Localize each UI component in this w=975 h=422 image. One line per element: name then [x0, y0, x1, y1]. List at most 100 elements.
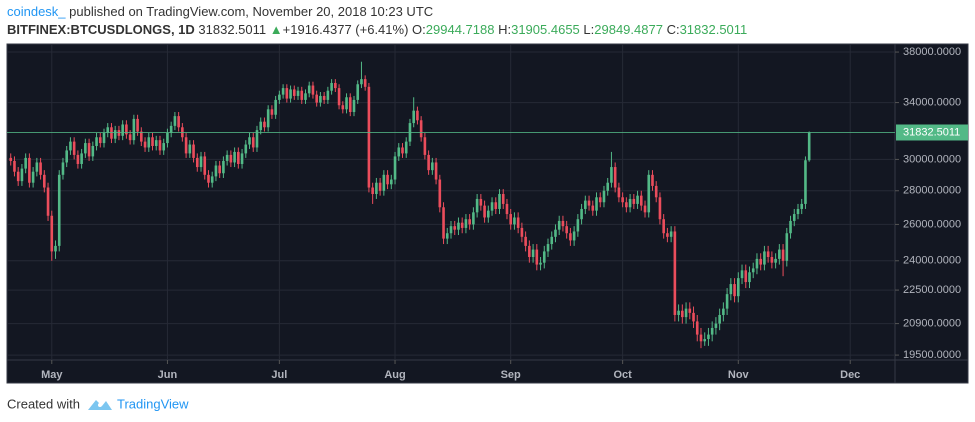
candle-body [789, 220, 792, 234]
plot [7, 44, 895, 360]
candle-body [16, 171, 20, 182]
candle-body [804, 160, 807, 204]
header-line: coindesk_ published on TradingView.com, … [7, 4, 433, 19]
candle-body [483, 205, 486, 218]
candle-body [479, 198, 483, 206]
brand[interactable]: TradingView [117, 396, 189, 411]
l-value: 29849.4877 [594, 22, 663, 37]
candle-body [763, 251, 766, 265]
candle-body [617, 187, 621, 198]
last-price-box [896, 124, 968, 141]
candle-body [382, 174, 386, 191]
candle-body [442, 207, 445, 239]
candle-body [501, 194, 505, 204]
candle-body [80, 153, 83, 164]
candle-body [162, 143, 166, 151]
candle-body [225, 154, 229, 161]
candle-body [632, 198, 636, 204]
h-label: H: [498, 22, 512, 37]
candle-body [319, 95, 322, 103]
candle-body [472, 212, 475, 225]
candle-body [516, 217, 520, 228]
candle-body [222, 160, 225, 174]
l-label: L: [583, 22, 595, 37]
candle-body [498, 194, 501, 209]
candle-body [352, 99, 356, 113]
y-tick-label: 26000.0000 [903, 218, 961, 230]
candle-body [643, 205, 647, 213]
candle-body [166, 132, 169, 144]
candle-body [494, 202, 498, 209]
candle-body [647, 174, 651, 213]
candle-body [602, 190, 606, 203]
candle-body [285, 88, 289, 99]
candle-body [43, 174, 46, 188]
symbol: BITFINEX:BTCUSDLONGS, 1D [7, 22, 195, 37]
candle-body [748, 272, 751, 283]
candle-body [251, 137, 255, 148]
candle-body [546, 244, 550, 252]
candle-body [520, 227, 524, 237]
candle-body [677, 310, 680, 315]
last-price: 31832.5011 [198, 22, 267, 37]
candle-body [102, 132, 106, 144]
candle-body [128, 134, 132, 141]
candle-body [334, 82, 337, 89]
candle-body [31, 171, 35, 183]
created-with: Created with [7, 396, 80, 411]
candle-body [729, 284, 733, 295]
candle-body [345, 97, 348, 110]
footer-logo[interactable] [88, 400, 112, 410]
candle-body [50, 215, 54, 252]
candle-body [681, 310, 684, 318]
h-value: 31905.4655 [511, 22, 580, 37]
candle-body [259, 121, 263, 131]
candle-body [266, 109, 270, 128]
candle-body [315, 94, 318, 103]
candle-body [255, 130, 259, 148]
candle-body [666, 233, 669, 237]
candle-body [326, 90, 330, 100]
candle-body [87, 143, 91, 157]
candle-body [188, 144, 192, 154]
candle-body [72, 141, 76, 155]
candle-body [535, 249, 539, 265]
candle-body [598, 197, 602, 203]
candle-body [770, 257, 774, 263]
candle-body [125, 124, 128, 135]
candle-body [662, 219, 665, 234]
candle-body [781, 249, 785, 261]
candle-body [98, 137, 102, 144]
candle-body [427, 154, 430, 171]
candle-body [625, 202, 628, 208]
candle-body [229, 154, 233, 163]
candle-body [487, 210, 490, 218]
candle-body [311, 85, 315, 95]
candle-body [740, 270, 744, 279]
candle-body [457, 222, 460, 230]
candle-body [796, 208, 800, 215]
candle-body [214, 165, 218, 177]
candle-body [434, 162, 438, 180]
candle-body [565, 226, 568, 234]
source[interactable]: coindesk_ [7, 4, 66, 19]
candle-body [54, 245, 57, 252]
candle-body [13, 160, 16, 172]
candle-body [695, 321, 699, 335]
candle-body [621, 197, 624, 203]
candle-body [35, 162, 39, 172]
candle-body [367, 86, 371, 188]
up-arrow: ▲ [269, 22, 283, 37]
y-tick-label: 34000.0000 [903, 96, 961, 108]
candle-body [636, 195, 639, 204]
candle-body [154, 140, 158, 146]
candle-body [69, 141, 72, 151]
candle-body [401, 147, 404, 154]
x-tick-label: Jun [158, 369, 178, 381]
candle-body [84, 143, 87, 154]
candle-body [736, 278, 740, 297]
candle-body [610, 167, 613, 183]
candle-body [591, 205, 595, 211]
candle-body [490, 202, 494, 211]
candle-body [218, 165, 221, 174]
